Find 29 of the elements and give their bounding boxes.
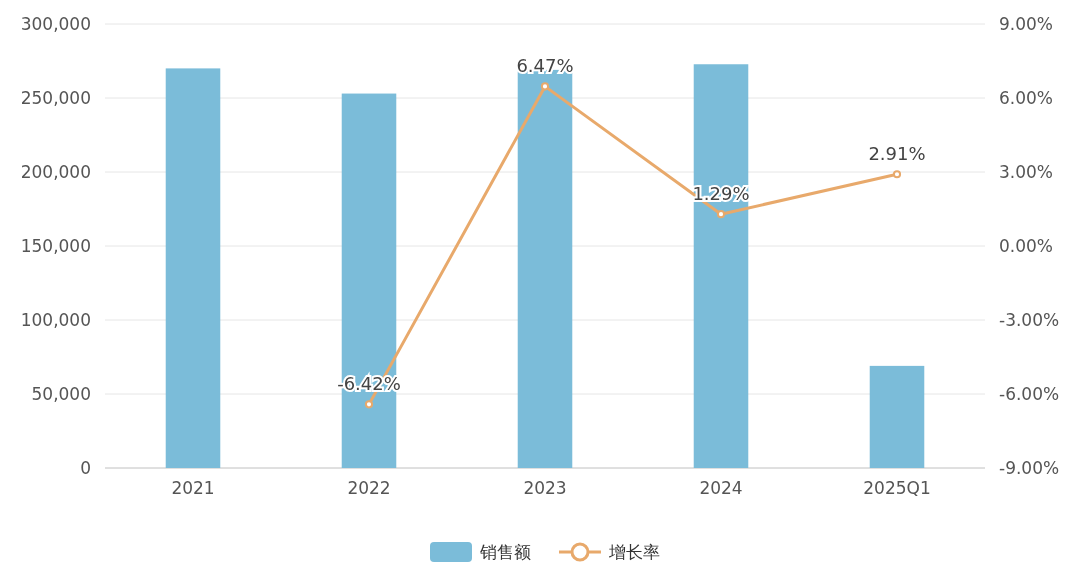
y-tick-label: 200,000 (20, 161, 91, 182)
y-tick-label: 300,000 (20, 13, 91, 34)
y-tick-label: 150,000 (20, 235, 91, 256)
y2-tick-label: 6.00% (999, 87, 1054, 108)
bar (165, 68, 221, 468)
x-tick-label: 2022 (347, 478, 391, 499)
y2-tick-label: -6.00% (999, 383, 1060, 404)
point (364, 400, 374, 409)
data-label: 2.91% (868, 143, 926, 165)
bar (693, 64, 749, 468)
x-tick-label: 2024 (699, 478, 743, 499)
y2-tick-label: 3.00% (999, 161, 1054, 182)
y2-tick-label: 9.00% (999, 13, 1054, 34)
y2-tick-label: -3.00% (999, 309, 1060, 330)
x-tick-label: 2023 (523, 478, 567, 499)
point (716, 210, 726, 219)
point (892, 170, 902, 179)
legend-label: 销售额 (479, 542, 531, 562)
legend-label: 增长率 (608, 542, 660, 562)
bar (869, 365, 925, 468)
y-tick-label: 100,000 (20, 309, 91, 330)
y2-tick-label: -9.00% (999, 457, 1060, 478)
y-tick-label: 50,000 (31, 383, 91, 404)
y-tick-label: 0 (80, 457, 91, 478)
y2-tick-label: 0.00% (999, 235, 1054, 256)
point (540, 82, 550, 91)
x-tick-label: 2025Q1 (863, 478, 931, 499)
y-tick-label: 250,000 (20, 87, 91, 108)
x-tick-label: 2021 (171, 478, 215, 499)
